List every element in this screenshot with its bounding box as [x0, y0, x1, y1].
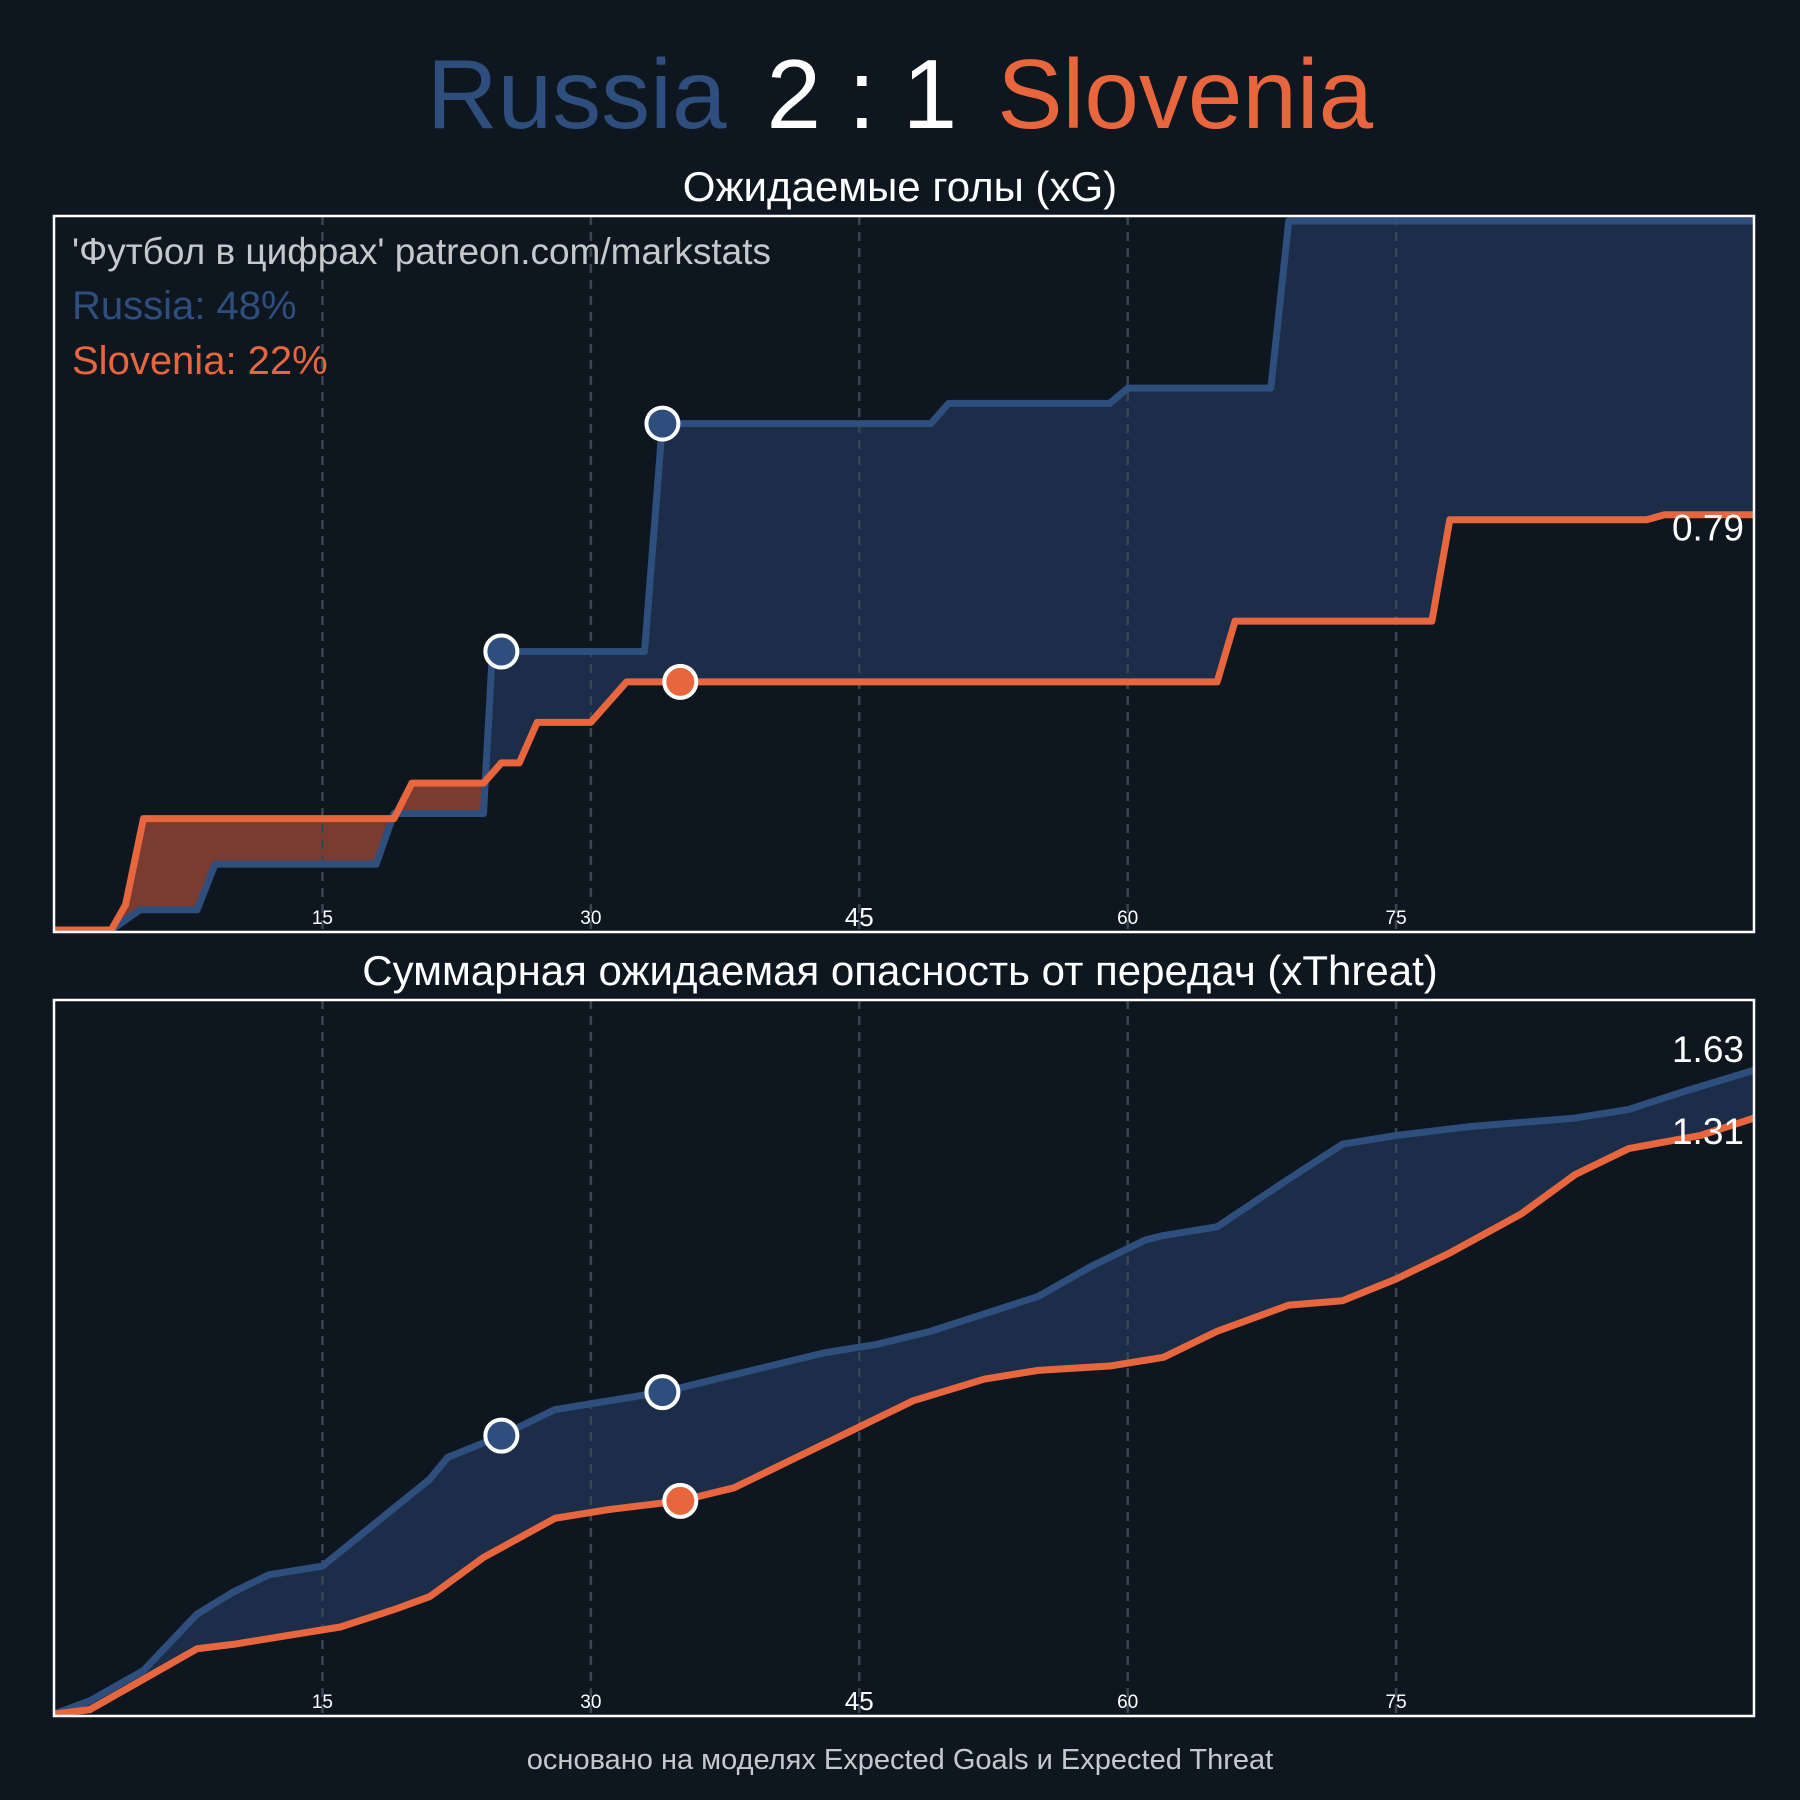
- russia-final-value: 1.23: [1672, 214, 1744, 221]
- x-tick-label: 15: [312, 908, 333, 929]
- x-tick-label: 75: [1386, 1692, 1407, 1713]
- home-score: 2: [766, 39, 821, 149]
- away-score: 1: [902, 39, 958, 149]
- slovenia-goal-marker: [662, 663, 699, 700]
- credit-text: 'Футбол в цифрах' patreon.com/markstats: [72, 231, 771, 272]
- slovenia-final-value: 1.31: [1672, 1111, 1744, 1152]
- xg-chart-title: Ожидаемые голы (xG): [682, 163, 1118, 210]
- russia-goal-marker: [483, 633, 520, 670]
- slovenia-final-value: 0.79: [1672, 508, 1744, 549]
- home-team-name: Russia: [426, 39, 727, 149]
- slovenia-goal-marker: [662, 1482, 699, 1519]
- russia-goal-marker: [644, 405, 681, 442]
- x-tick-label: 60: [1117, 1692, 1138, 1713]
- x-tick-label: 15: [312, 1692, 333, 1713]
- russia-line: [54, 217, 1754, 932]
- plot-area: 15 30 45 60 75: [54, 1000, 1754, 1716]
- score-separator: :: [848, 39, 876, 149]
- xg-chart: 15 30 45 60 75 1.23 0.79 'Футбол в цифрах' patr…: [52, 214, 1756, 934]
- russia-goal-marker: [644, 1374, 681, 1411]
- x-tick-label: 30: [580, 1692, 601, 1713]
- away-team-name: Slovenia: [997, 39, 1374, 149]
- plot-frame: [52, 998, 1756, 1718]
- x-tick-label: 45: [845, 1686, 874, 1716]
- xthreat-chart-title: Суммарная ожидаемая опасность от передач…: [362, 947, 1438, 994]
- russia-final-value: 1.63: [1672, 1029, 1744, 1070]
- x-tick-label: 60: [1117, 908, 1138, 929]
- plot-frame: [52, 214, 1756, 934]
- score: 2 : 1: [766, 39, 957, 149]
- russia-lead-area: [54, 1070, 1754, 1714]
- russia-goal-marker: [483, 1417, 520, 1454]
- plot-area: 15 30 45 60 75: [54, 216, 1754, 932]
- slovenia-percent-label: Slovenia: 22%: [72, 339, 328, 383]
- footer-note: основано на моделях Expected Goals и Exp…: [526, 1744, 1274, 1776]
- slovenia-line: [54, 511, 1754, 932]
- slovenia-line: [54, 1114, 1754, 1716]
- x-tick-label: 30: [580, 908, 601, 929]
- x-tick-label: 75: [1386, 908, 1407, 929]
- match-score-header: Russia 2 : 1 Slovenia: [0, 34, 1800, 154]
- russia-percent-label: Russia: 48%: [72, 284, 297, 328]
- x-tick-label: 45: [845, 902, 874, 932]
- russia-line: [54, 1066, 1754, 1716]
- xthreat-chart: 15 30 45 60 75 1.63 1.31: [52, 998, 1756, 1718]
- russia-lead-area: [54, 221, 1754, 930]
